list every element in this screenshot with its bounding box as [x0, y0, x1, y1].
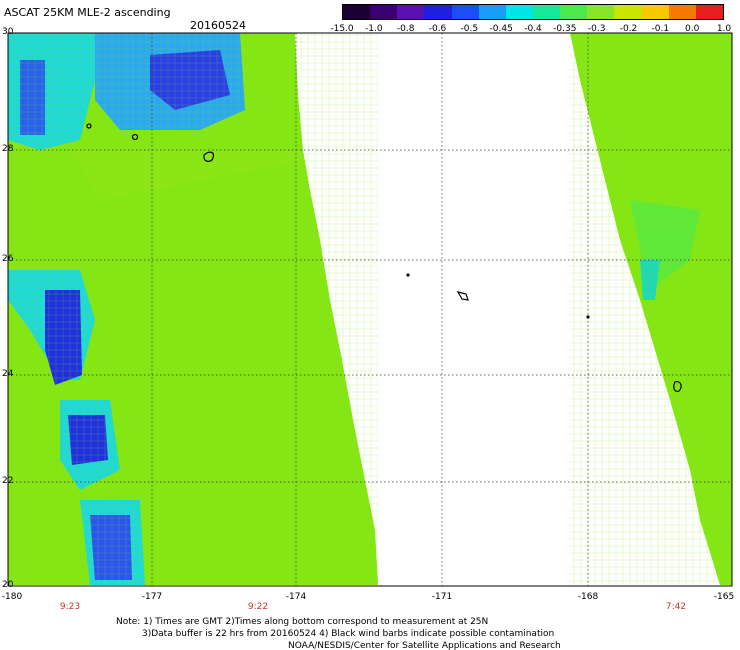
lat-label-28: 28: [2, 144, 14, 154]
footnote-line: Note: 1) Times are GMT 2)Times along bot…: [116, 617, 489, 627]
product-date: 20160524: [190, 19, 246, 32]
color-scale-segment: [560, 5, 588, 19]
color-scale-segment: [370, 5, 398, 19]
lon-label-minus180: -180: [1, 592, 23, 602]
color-scale-label: -15.0: [330, 24, 354, 34]
lon-label-minus177: -177: [141, 592, 163, 602]
color-scale-bar: [342, 4, 724, 20]
color-scale-segment: [614, 5, 642, 19]
color-scale-label: 1.0: [716, 24, 732, 34]
color-scale-segment: [587, 5, 615, 19]
color-scale-segment: [641, 5, 669, 19]
color-scale-segment: [451, 5, 479, 19]
pass-time-label: 7:42: [665, 602, 687, 612]
color-scale-label: -0.2: [619, 24, 638, 34]
map-frame: [7, 32, 733, 587]
footnote-line: 3)Data buffer is 22 hrs from 20160524 4)…: [142, 629, 555, 639]
lat-label-20: 20: [2, 580, 14, 590]
color-scale-segment: [424, 5, 452, 19]
pass-time-label: 9:23: [59, 602, 81, 612]
color-scale-segment: [478, 5, 506, 19]
color-scale-segment: [397, 5, 425, 19]
color-scale-label: 0.0: [684, 24, 700, 34]
color-scale-label: -0.8: [396, 24, 415, 34]
swath-left: [8, 33, 378, 585]
lat-label-22: 22: [2, 476, 14, 486]
lat-label-30: 30: [2, 27, 14, 37]
color-scale-label: -0.6: [428, 24, 447, 34]
color-scale-segment: [695, 5, 723, 19]
color-scale-segment: [532, 5, 561, 19]
color-scale-label: -0.45: [489, 24, 513, 34]
color-scale-labels: -15.0 -1.0 -0.8 -0.6 -0.5 -0.45 -0.4 -0.35 -0.3 -…: [330, 24, 740, 36]
color-scale-label: -0.1: [651, 24, 670, 34]
footnote-line: NOAA/NESDIS/Center for Satellite Applica…: [288, 641, 561, 650]
pass-time-label: 9:22: [247, 602, 269, 612]
lon-label-minus168: -168: [577, 592, 599, 602]
lat-label-26: 26: [2, 254, 14, 264]
color-scale-label: -0.3: [587, 24, 606, 34]
color-scale-label: -0.4: [524, 24, 542, 34]
lon-label-minus174: -174: [285, 592, 307, 602]
color-scale-segment: [343, 5, 371, 19]
product-title: ASCAT 25KM MLE-2 ascending: [4, 6, 171, 19]
color-scale-segment: [505, 5, 533, 19]
color-scale-label: -0.35: [553, 24, 577, 34]
lat-label-24: 24: [2, 369, 14, 379]
color-scale-label: -1.0: [365, 24, 383, 34]
footnote: Note: 1) Times are GMT 2)Times along bot…: [116, 616, 561, 650]
lon-label-minus171: -171: [431, 592, 453, 602]
coastlines: [86, 123, 682, 393]
color-scale-label: -0.5: [460, 24, 479, 34]
lon-label-minus165: -165: [713, 592, 735, 602]
color-scale-segment: [668, 5, 696, 19]
swath-right: [570, 33, 732, 585]
